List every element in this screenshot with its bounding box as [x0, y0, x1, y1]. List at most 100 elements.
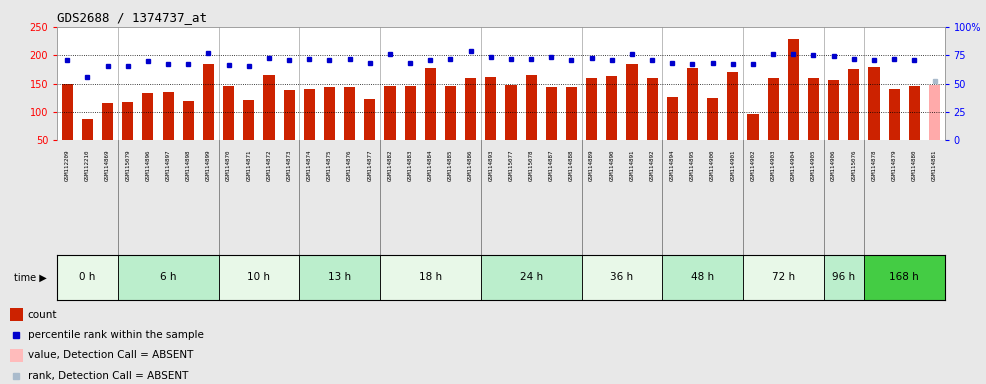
Text: 96 h: 96 h	[832, 272, 855, 283]
Bar	[82, 119, 93, 140]
Text: time ▶: time ▶	[14, 272, 46, 283]
Bar	[485, 77, 496, 140]
Text: rank, Detection Call = ABSENT: rank, Detection Call = ABSENT	[28, 371, 188, 381]
Bar	[728, 72, 739, 140]
Text: GSM114892: GSM114892	[650, 149, 655, 181]
Bar	[163, 92, 174, 140]
Text: GSM114881: GSM114881	[932, 149, 937, 181]
Bar	[304, 89, 315, 140]
Bar	[263, 75, 274, 140]
Bar	[404, 86, 416, 140]
Bar	[848, 70, 860, 140]
Bar	[747, 114, 758, 140]
Text: 48 h: 48 h	[691, 272, 714, 283]
Text: GSM114889: GSM114889	[590, 149, 595, 181]
Text: value, Detection Call = ABSENT: value, Detection Call = ABSENT	[28, 350, 193, 360]
Text: GSM115079: GSM115079	[125, 149, 130, 181]
Bar	[425, 68, 436, 140]
Text: GSM114901: GSM114901	[731, 149, 736, 181]
Bar	[385, 86, 395, 140]
Bar	[57, 255, 117, 300]
Bar	[182, 101, 194, 140]
Text: GSM114900: GSM114900	[710, 149, 715, 181]
Bar	[566, 87, 577, 140]
Bar	[828, 79, 839, 140]
Bar	[324, 88, 335, 140]
Text: GSM114880: GSM114880	[912, 149, 917, 181]
Text: GSM114883: GSM114883	[407, 149, 412, 181]
Text: 0 h: 0 h	[79, 272, 96, 283]
Text: 168 h: 168 h	[889, 272, 919, 283]
Bar	[647, 78, 658, 140]
Text: GSM114873: GSM114873	[287, 149, 292, 181]
Bar	[808, 78, 819, 140]
Bar	[546, 87, 557, 140]
Bar	[626, 64, 638, 140]
Text: GSM114872: GSM114872	[266, 149, 271, 181]
Text: GSM114870: GSM114870	[226, 149, 231, 181]
Bar	[929, 85, 940, 140]
Bar	[364, 99, 376, 140]
Text: GSM114895: GSM114895	[690, 149, 695, 181]
Bar	[465, 78, 476, 140]
Text: GSM114884: GSM114884	[428, 149, 433, 181]
Text: percentile rank within the sample: percentile rank within the sample	[28, 330, 203, 340]
Text: GSM114874: GSM114874	[307, 149, 312, 181]
Text: GSM114906: GSM114906	[831, 149, 836, 181]
Bar	[742, 255, 823, 300]
Bar	[586, 78, 598, 140]
Bar	[284, 90, 295, 140]
Text: GSM114897: GSM114897	[166, 149, 171, 181]
Bar	[506, 84, 517, 140]
Text: GSM114869: GSM114869	[106, 149, 110, 181]
Text: GSM112210: GSM112210	[85, 149, 90, 181]
Text: 36 h: 36 h	[610, 272, 633, 283]
Bar	[445, 86, 456, 140]
Text: 13 h: 13 h	[328, 272, 351, 283]
Text: GSM114879: GSM114879	[891, 149, 896, 181]
Text: 10 h: 10 h	[247, 272, 270, 283]
Bar	[888, 89, 899, 140]
Text: GSM114888: GSM114888	[569, 149, 574, 181]
Bar	[62, 84, 73, 140]
Text: GSM114904: GSM114904	[791, 149, 796, 181]
Bar	[687, 68, 698, 140]
Text: GDS2688 / 1374737_at: GDS2688 / 1374737_at	[57, 11, 207, 24]
Bar	[768, 78, 779, 140]
Bar	[219, 255, 299, 300]
Bar	[223, 86, 234, 140]
Bar	[10, 349, 23, 362]
Bar	[526, 75, 536, 140]
Bar	[909, 86, 920, 140]
Text: GSM114902: GSM114902	[750, 149, 755, 181]
Bar	[244, 100, 254, 140]
Text: GSM112209: GSM112209	[65, 149, 70, 181]
Bar	[707, 98, 718, 140]
Text: 24 h: 24 h	[520, 272, 542, 283]
Text: 18 h: 18 h	[419, 272, 442, 283]
Bar	[788, 39, 799, 140]
Text: GSM114899: GSM114899	[206, 149, 211, 181]
Text: GSM114905: GSM114905	[811, 149, 816, 181]
Bar	[663, 255, 742, 300]
Text: GSM114875: GSM114875	[327, 149, 332, 181]
Text: 72 h: 72 h	[772, 272, 795, 283]
Bar	[122, 102, 133, 140]
Text: GSM114890: GSM114890	[609, 149, 614, 181]
Bar	[142, 93, 154, 140]
Bar	[481, 255, 582, 300]
Text: GSM115078: GSM115078	[528, 149, 533, 181]
Bar	[823, 255, 864, 300]
Text: GSM114871: GSM114871	[246, 149, 251, 181]
Text: GSM114893: GSM114893	[488, 149, 493, 181]
Bar	[103, 103, 113, 140]
Text: GSM114894: GSM114894	[669, 149, 674, 181]
Bar	[203, 64, 214, 140]
Bar	[606, 76, 617, 140]
Text: GSM114885: GSM114885	[448, 149, 453, 181]
Text: GSM114903: GSM114903	[771, 149, 776, 181]
Text: GSM114891: GSM114891	[629, 149, 634, 181]
Bar	[667, 96, 677, 140]
Text: GSM114882: GSM114882	[387, 149, 392, 181]
Text: GSM114876: GSM114876	[347, 149, 352, 181]
